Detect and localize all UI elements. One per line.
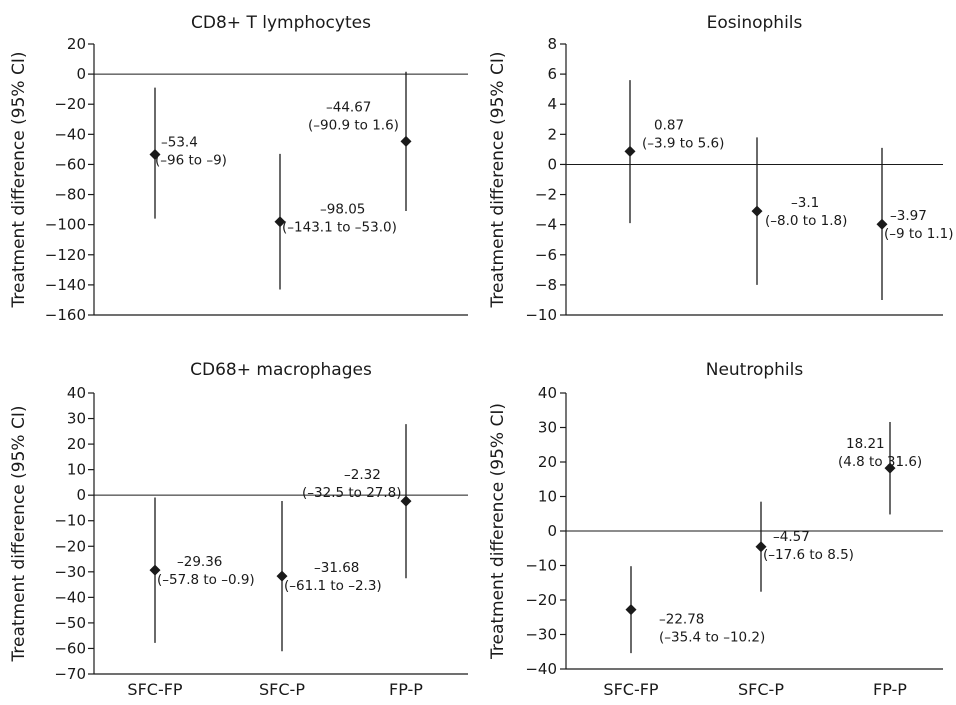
estimate-marker <box>400 495 412 507</box>
ci-label: (–57.8 to –0.9) <box>157 572 255 588</box>
x-category-label: SFC-P <box>738 680 784 699</box>
y-tick-label: −20 <box>525 591 557 609</box>
y-tick-label: −30 <box>525 626 557 644</box>
y-tick-label: 20 <box>67 35 86 53</box>
ci-label: (4.8 to 31.6) <box>838 454 922 470</box>
y-tick-label: −120 <box>45 246 86 264</box>
y-tick-label: −10 <box>525 557 557 575</box>
y-tick-label: −40 <box>54 125 86 143</box>
estimate-marker <box>624 145 636 157</box>
y-tick-label: 6 <box>547 65 557 83</box>
ci-label: (–143.1 to –53.0) <box>282 220 397 236</box>
estimate-marker <box>755 541 767 553</box>
y-tick-label: 0 <box>76 65 86 83</box>
y-tick-label: 40 <box>67 384 86 402</box>
y-tick-label: 2 <box>547 125 557 143</box>
y-tick-label: 8 <box>547 35 557 53</box>
y-tick-label: 30 <box>538 419 557 437</box>
ci-label: (–96 to –9) <box>155 153 227 169</box>
y-tick-label: −10 <box>54 512 86 530</box>
y-tick-label: −2 <box>535 186 557 204</box>
y-axis-label: Treatment difference (95% CI) <box>9 52 29 309</box>
y-tick-label: −20 <box>54 95 86 113</box>
estimate-label: –53.4 <box>161 135 198 151</box>
y-tick-label: −40 <box>54 588 86 606</box>
estimate-label: –3.97 <box>890 208 927 224</box>
y-tick-label: 10 <box>538 488 557 506</box>
y-tick-label: 20 <box>67 435 86 453</box>
estimate-label: –4.57 <box>773 529 810 545</box>
estimate-label: –29.36 <box>177 554 222 570</box>
estimate-label: –31.68 <box>314 560 359 576</box>
y-tick-label: −50 <box>54 614 86 632</box>
ci-label: (–8.0 to 1.8) <box>765 213 847 229</box>
y-tick-label: 40 <box>538 384 557 402</box>
estimate-marker <box>149 564 161 576</box>
estimate-label: 0.87 <box>654 117 684 133</box>
y-tick-label: 4 <box>547 95 557 113</box>
y-tick-label: −8 <box>535 276 557 294</box>
x-category-label: FP-P <box>389 680 423 699</box>
y-tick-label: −4 <box>535 216 557 234</box>
y-tick-label: −80 <box>54 186 86 204</box>
y-tick-label: 0 <box>547 155 557 173</box>
chart-title: CD68+ macrophages <box>190 360 372 380</box>
chart-title: Neutrophils <box>706 360 804 380</box>
y-tick-label: 0 <box>547 522 557 540</box>
y-tick-label: −6 <box>535 246 557 264</box>
chart-title: CD8+ T lymphocytes <box>191 13 371 33</box>
estimate-label: 18.21 <box>846 436 885 452</box>
estimate-marker <box>884 462 896 474</box>
y-tick-label: −60 <box>54 155 86 173</box>
y-tick-label: 0 <box>76 486 86 504</box>
estimate-marker <box>149 149 161 161</box>
x-category-label: SFC-FP <box>603 680 659 699</box>
x-category-label: FP-P <box>873 680 907 699</box>
y-tick-label: −100 <box>45 216 86 234</box>
estimate-marker <box>876 218 888 230</box>
x-category-label: SFC-P <box>259 680 305 699</box>
x-category-label: SFC-FP <box>127 680 183 699</box>
ci-label: (–3.9 to 5.6) <box>642 135 724 151</box>
y-tick-label: 20 <box>538 453 557 471</box>
y-tick-label: −30 <box>54 563 86 581</box>
ci-label: (–90.9 to 1.6) <box>308 117 399 133</box>
ci-label: (–32.5 to 27.8) <box>302 485 402 501</box>
y-axis-label: Treatment difference (95% CI) <box>9 406 29 663</box>
estimate-marker <box>751 205 763 217</box>
estimate-marker <box>400 135 412 147</box>
y-tick-label: −40 <box>525 660 557 678</box>
estimate-marker <box>276 570 288 582</box>
estimate-marker <box>274 216 286 228</box>
y-tick-label: −20 <box>54 537 86 555</box>
y-tick-label: −160 <box>45 306 86 324</box>
estimate-label: –98.05 <box>320 202 365 218</box>
ci-label: (–9 to 1.1) <box>884 226 953 242</box>
estimate-marker <box>625 604 637 616</box>
ci-label: (–61.1 to –2.3) <box>284 578 382 594</box>
ci-label: (–17.6 to 8.5) <box>763 547 854 563</box>
y-tick-label: −70 <box>54 665 86 683</box>
ci-label: (–35.4 to –10.2) <box>659 630 765 646</box>
y-tick-label: −60 <box>54 639 86 657</box>
y-axis-label: Treatment difference (95% CI) <box>488 52 508 309</box>
estimate-label: –2.32 <box>344 467 381 483</box>
y-tick-label: −10 <box>525 306 557 324</box>
y-tick-label: 10 <box>67 461 86 479</box>
y-axis-label: Treatment difference (95% CI) <box>488 403 508 660</box>
y-tick-label: 30 <box>67 410 86 428</box>
estimate-label: –22.78 <box>659 612 704 628</box>
y-tick-label: −140 <box>45 276 86 294</box>
estimate-label: –44.67 <box>326 99 371 115</box>
chart-title: Eosinophils <box>707 13 803 33</box>
estimate-label: –3.1 <box>791 195 819 211</box>
